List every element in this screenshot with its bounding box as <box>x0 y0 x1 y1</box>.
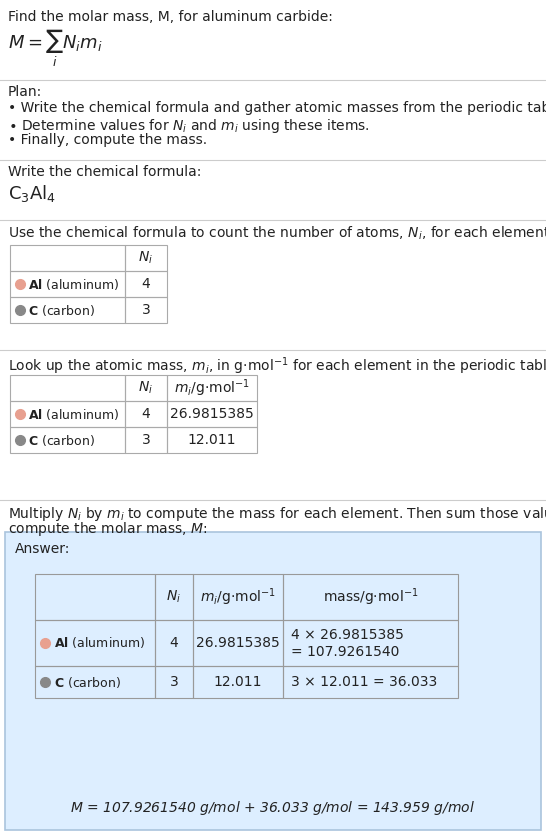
Bar <box>125 375 167 401</box>
Bar <box>125 401 167 427</box>
Text: $\bf{C}$ (carbon): $\bf{C}$ (carbon) <box>54 675 121 690</box>
Text: $\bf{Al}$ (aluminum): $\bf{Al}$ (aluminum) <box>54 636 145 650</box>
Bar <box>193 574 283 620</box>
Bar <box>35 574 155 620</box>
Text: $m_i$/g$\cdot$mol$^{-1}$: $m_i$/g$\cdot$mol$^{-1}$ <box>174 377 250 399</box>
Text: 26.9815385: 26.9815385 <box>170 407 254 421</box>
Text: • Finally, compute the mass.: • Finally, compute the mass. <box>8 133 207 147</box>
Bar <box>155 666 193 698</box>
Text: • Write the chemical formula and gather atomic masses from the periodic table.: • Write the chemical formula and gather … <box>8 101 546 115</box>
Text: mass/g$\cdot$mol$^{-1}$: mass/g$\cdot$mol$^{-1}$ <box>323 586 418 608</box>
Bar <box>10 427 125 453</box>
Bar <box>10 401 125 427</box>
Bar <box>125 245 167 271</box>
Bar <box>283 666 458 698</box>
Text: 12.011: 12.011 <box>188 433 236 447</box>
Bar <box>35 666 155 698</box>
Bar <box>35 620 155 666</box>
Bar <box>283 620 458 666</box>
Text: Plan:: Plan: <box>8 85 42 99</box>
Text: $M$ = 107.9261540 g/mol + 36.033 g/mol = 143.959 g/mol: $M$ = 107.9261540 g/mol + 36.033 g/mol =… <box>70 799 476 817</box>
Bar <box>167 401 257 427</box>
Text: Multiply $N_i$ by $m_i$ to compute the mass for each element. Then sum those val: Multiply $N_i$ by $m_i$ to compute the m… <box>8 505 546 523</box>
Text: Write the chemical formula:: Write the chemical formula: <box>8 165 201 179</box>
Text: $\mathregular{C_3Al_4}$: $\mathregular{C_3Al_4}$ <box>8 183 56 204</box>
Text: $\bf{Al}$ (aluminum): $\bf{Al}$ (aluminum) <box>28 276 120 291</box>
Bar <box>125 297 167 323</box>
Text: $\bf{C}$ (carbon): $\bf{C}$ (carbon) <box>28 302 95 318</box>
Bar <box>10 245 125 271</box>
FancyBboxPatch shape <box>5 532 541 830</box>
Text: 4 × 26.9815385: 4 × 26.9815385 <box>291 628 404 642</box>
Text: = 107.9261540: = 107.9261540 <box>291 645 399 659</box>
Text: compute the molar mass, $M$:: compute the molar mass, $M$: <box>8 520 207 538</box>
Text: $N_i$: $N_i$ <box>139 249 153 266</box>
Text: Find the molar mass, M, for aluminum carbide:: Find the molar mass, M, for aluminum car… <box>8 10 333 24</box>
Text: $\bf{Al}$ (aluminum): $\bf{Al}$ (aluminum) <box>28 407 120 422</box>
Bar <box>155 574 193 620</box>
Bar <box>10 271 125 297</box>
Bar <box>283 574 458 620</box>
Text: 3 × 12.011 = 36.033: 3 × 12.011 = 36.033 <box>291 675 437 689</box>
Text: $m_i$/g$\cdot$mol$^{-1}$: $m_i$/g$\cdot$mol$^{-1}$ <box>200 586 276 608</box>
Text: $\bullet$ Determine values for $N_i$ and $m_i$ using these items.: $\bullet$ Determine values for $N_i$ and… <box>8 117 370 135</box>
Bar <box>125 271 167 297</box>
Text: Look up the atomic mass, $m_i$, in g$\cdot$mol$^{-1}$ for each element in the pe: Look up the atomic mass, $m_i$, in g$\cd… <box>8 355 546 376</box>
Text: 3: 3 <box>141 433 150 447</box>
Text: 3: 3 <box>141 303 150 317</box>
Text: $N_i$: $N_i$ <box>167 589 181 605</box>
Bar <box>167 375 257 401</box>
Bar <box>10 297 125 323</box>
Text: $M = \sum_i N_i m_i$: $M = \sum_i N_i m_i$ <box>8 28 103 69</box>
Bar <box>155 620 193 666</box>
Bar <box>125 427 167 453</box>
Text: 12.011: 12.011 <box>213 675 262 689</box>
Text: Use the chemical formula to count the number of atoms, $N_i$, for each element:: Use the chemical formula to count the nu… <box>8 225 546 243</box>
Text: 4: 4 <box>170 636 179 650</box>
Bar <box>10 375 125 401</box>
Text: Answer:: Answer: <box>15 542 70 556</box>
Text: $\bf{C}$ (carbon): $\bf{C}$ (carbon) <box>28 433 95 448</box>
Bar <box>193 666 283 698</box>
Text: $N_i$: $N_i$ <box>139 380 153 396</box>
Text: 4: 4 <box>141 407 150 421</box>
Text: 26.9815385: 26.9815385 <box>196 636 280 650</box>
Bar <box>193 620 283 666</box>
Text: 4: 4 <box>141 277 150 291</box>
Text: 3: 3 <box>170 675 179 689</box>
Bar <box>167 427 257 453</box>
